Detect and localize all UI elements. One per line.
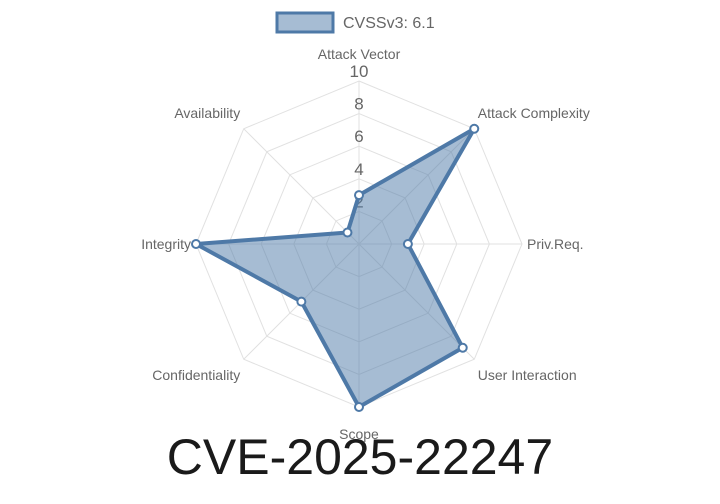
legend-swatch — [275, 11, 335, 34]
tick-label: 6 — [354, 127, 363, 146]
data-point[interactable] — [342, 227, 353, 238]
data-point[interactable] — [354, 190, 364, 201]
tick-label: 10 — [350, 62, 369, 81]
cve-title: CVE-2025-22247 — [166, 429, 554, 485]
data-point[interactable] — [191, 239, 201, 249]
axis-label: User Interaction — [478, 367, 577, 383]
data-point[interactable] — [469, 123, 480, 134]
series-area — [194, 126, 477, 409]
axis-label: Attack Vector — [318, 46, 401, 62]
legend-label: CVSSv3: 6.1 — [343, 15, 435, 32]
axis-label: Integrity — [141, 236, 191, 252]
grid-spoke — [243, 128, 360, 245]
tick-label: 8 — [354, 95, 363, 114]
axis-label: Scope — [339, 426, 379, 442]
axis-label: Confidentiality — [152, 367, 240, 383]
data-point[interactable] — [457, 342, 468, 353]
tick-label: 4 — [354, 160, 363, 179]
axis-label: Priv.Req. — [527, 236, 584, 252]
axis-label: Attack Complexity — [478, 105, 590, 121]
data-point[interactable] — [402, 239, 413, 249]
data-point[interactable] — [354, 402, 364, 412]
chart-legend[interactable]: CVSSv3: 6.1 — [275, 11, 435, 34]
data-point[interactable] — [296, 296, 307, 307]
axis-label: Availability — [174, 105, 240, 121]
radar-axis-labels: Attack Vector Attack Complexity Priv.Req. U… — [141, 46, 590, 442]
radar-series — [191, 123, 480, 412]
